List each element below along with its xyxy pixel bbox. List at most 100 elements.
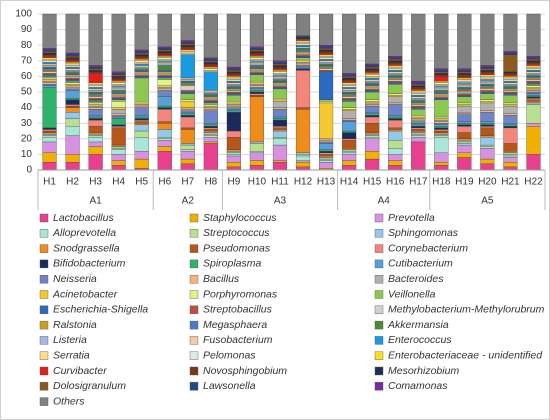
bar-segment — [388, 62, 403, 65]
bar-segment — [503, 155, 518, 158]
bar-segment — [111, 96, 126, 99]
bar-segment — [503, 151, 518, 153]
bar-segment — [249, 143, 264, 152]
bar-segment — [272, 77, 288, 80]
legend-label: Spiroplasma — [203, 258, 262, 270]
bar-segment — [249, 90, 264, 93]
bar-segment — [111, 71, 126, 74]
bar-segment — [319, 54, 334, 57]
bar-segment — [480, 88, 495, 91]
bar-segment — [295, 62, 311, 65]
bar-segment — [65, 68, 80, 71]
legend-label: Lawsonella — [203, 380, 256, 392]
bar-segment — [111, 77, 126, 80]
bar-segment — [157, 129, 172, 138]
bar-segment — [526, 84, 541, 86]
bar-segment — [65, 104, 80, 107]
bar-segment — [88, 104, 103, 107]
bar-segment — [157, 60, 172, 63]
bar-segment — [226, 110, 241, 113]
bar-segment — [295, 109, 311, 153]
bar-segment — [457, 132, 472, 139]
bar-segment — [203, 124, 218, 127]
legend-label: Bacteroides — [388, 273, 444, 285]
bar-segment — [319, 62, 334, 65]
bar-segment — [272, 85, 288, 88]
bar-segment — [134, 115, 149, 118]
bar-segment — [180, 110, 195, 113]
bar-segment — [134, 59, 149, 61]
bar-segment — [388, 63, 403, 66]
bar-segment — [526, 91, 541, 94]
bar-segment — [526, 98, 541, 100]
bar-segment — [65, 66, 80, 69]
bar-segment — [180, 85, 195, 91]
bar-segment — [295, 35, 311, 38]
bar-segment — [295, 48, 311, 51]
bar-segment — [365, 101, 380, 104]
y-tick-label: 30 — [21, 118, 33, 129]
bar-segment — [388, 118, 403, 121]
bar-segment — [388, 70, 403, 72]
bar-segment — [157, 146, 172, 152]
legend-label: Akkermansia — [387, 319, 449, 331]
bar-segment — [526, 73, 541, 75]
bar-segment — [272, 62, 288, 65]
bar-segment — [65, 79, 80, 82]
bar-segment — [157, 109, 172, 122]
bar-segment — [226, 130, 241, 138]
bar-segment — [42, 51, 57, 54]
bar-segment — [226, 90, 241, 93]
bar-segment — [203, 65, 218, 68]
bar-segment — [503, 51, 518, 54]
bar-segment — [411, 13, 426, 82]
bar-segment — [180, 109, 195, 111]
bar-segment — [388, 55, 403, 58]
bar-segment — [295, 43, 311, 46]
bar-segment — [365, 133, 380, 136]
bar-segment — [457, 76, 472, 79]
bar-segment — [434, 84, 449, 86]
bar-segment — [434, 85, 449, 88]
bar-segment — [88, 65, 103, 68]
bar-segment — [365, 138, 380, 152]
bar-segment — [365, 132, 380, 135]
bar-segment — [272, 63, 288, 66]
bar-segment — [342, 109, 357, 111]
bar-segment — [365, 68, 380, 71]
bar-segment — [480, 126, 495, 129]
bar-segment — [295, 37, 311, 40]
bar-segment — [411, 85, 426, 88]
bar-segment — [434, 98, 449, 100]
bar-segment — [249, 96, 264, 143]
bar-segment — [65, 65, 80, 68]
bar-segment — [480, 123, 495, 125]
bar-segment — [272, 74, 288, 77]
bar-segment — [295, 154, 311, 157]
bar-segment — [134, 71, 149, 74]
bar-segment — [319, 149, 334, 152]
bar-segment — [180, 93, 195, 100]
bar-segment — [342, 132, 357, 139]
bar-segment — [526, 68, 541, 71]
y-tick-label: 80 — [21, 40, 33, 51]
bar-segment — [226, 87, 241, 90]
bar-segment — [480, 158, 495, 164]
bar-segment — [295, 59, 311, 61]
bar-segment — [480, 13, 495, 66]
bar-segment — [480, 146, 495, 149]
legend-label: Comamonas — [388, 380, 448, 392]
bar-segment — [111, 113, 126, 116]
bar-segment — [434, 71, 449, 74]
bar-segment — [411, 80, 426, 83]
x-tick-label: H2 — [66, 177, 79, 188]
bar-segment — [42, 66, 57, 69]
legend-label: Listeria — [53, 334, 87, 346]
bar-segment — [342, 85, 357, 88]
bar-segment — [411, 101, 426, 104]
legend-swatch — [39, 366, 49, 376]
bar-segment — [319, 71, 334, 100]
bar-segment — [134, 158, 149, 169]
bar-segment — [272, 76, 288, 79]
bar-segment — [42, 82, 57, 85]
